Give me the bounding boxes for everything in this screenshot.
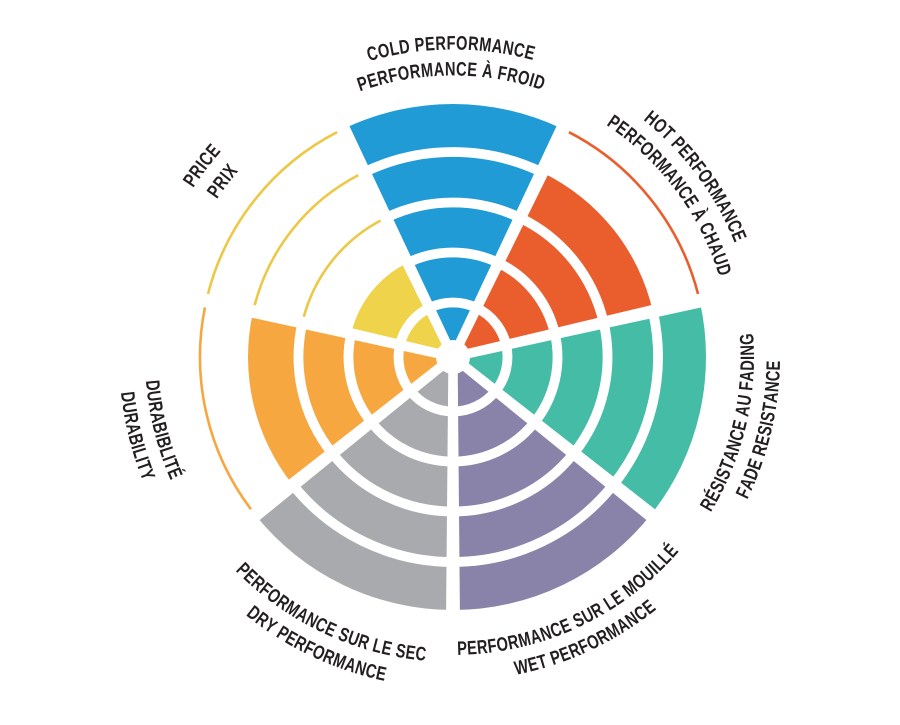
svg-text:G: G bbox=[735, 333, 758, 346]
svg-text:C: C bbox=[761, 370, 784, 382]
svg-text:O: O bbox=[456, 31, 468, 54]
svg-text:E: E bbox=[424, 32, 435, 55]
svg-text:U: U bbox=[142, 389, 166, 402]
svg-text:A: A bbox=[433, 57, 445, 80]
svg-text:N: N bbox=[445, 57, 456, 80]
svg-text:O: O bbox=[495, 632, 510, 656]
svg-text:T: T bbox=[757, 401, 781, 414]
svg-text:C: C bbox=[414, 642, 427, 666]
svg-text:D: D bbox=[736, 360, 759, 371]
svg-text:M: M bbox=[420, 58, 434, 82]
svg-text:I: I bbox=[158, 452, 181, 463]
svg-text:I: I bbox=[736, 356, 759, 360]
svg-text:N: N bbox=[501, 36, 515, 60]
svg-text:E: E bbox=[762, 360, 785, 370]
svg-text:R: R bbox=[408, 59, 422, 83]
svg-text:C: C bbox=[512, 38, 527, 62]
svg-text:R: R bbox=[506, 630, 521, 654]
svg-text:O: O bbox=[516, 65, 533, 90]
svg-text:I: I bbox=[755, 419, 778, 428]
svg-text:D: D bbox=[116, 390, 140, 403]
svg-text:À: À bbox=[481, 59, 494, 83]
svg-text:E: E bbox=[466, 636, 477, 659]
svg-text:M: M bbox=[516, 627, 533, 652]
svg-text:A: A bbox=[122, 421, 146, 436]
svg-text:R: R bbox=[476, 635, 489, 659]
svg-text:I: I bbox=[131, 454, 154, 465]
svg-text:A: A bbox=[730, 404, 754, 419]
svg-text:D: D bbox=[397, 35, 411, 59]
svg-text:F: F bbox=[486, 634, 498, 658]
svg-text:U: U bbox=[118, 401, 142, 415]
svg-text:I: I bbox=[127, 441, 150, 451]
svg-text:O: O bbox=[375, 38, 391, 63]
svg-text:E: E bbox=[467, 58, 478, 81]
svg-text:B: B bbox=[148, 420, 172, 436]
svg-text:W: W bbox=[512, 654, 531, 679]
svg-text:U: U bbox=[732, 393, 756, 407]
svg-text:F: F bbox=[496, 61, 509, 85]
svg-text:E: E bbox=[404, 640, 417, 664]
svg-text:S: S bbox=[756, 410, 780, 424]
svg-text:I: I bbox=[151, 430, 174, 440]
svg-text:F: F bbox=[734, 380, 757, 391]
svg-text:S: S bbox=[394, 639, 408, 663]
svg-text:A: A bbox=[491, 34, 505, 58]
svg-text:P: P bbox=[413, 33, 425, 57]
svg-text:R: R bbox=[144, 400, 168, 415]
svg-text:R: R bbox=[505, 63, 520, 87]
svg-text:P: P bbox=[457, 637, 467, 660]
svg-text:M: M bbox=[478, 33, 492, 57]
svg-text:A: A bbox=[735, 370, 758, 382]
svg-text:R: R bbox=[467, 32, 479, 55]
svg-text:R: R bbox=[435, 31, 447, 54]
svg-text:F: F bbox=[446, 31, 455, 54]
svg-text:E: E bbox=[374, 661, 389, 685]
svg-text:R: R bbox=[119, 411, 143, 426]
svg-text:I: I bbox=[527, 68, 537, 91]
svg-text:C: C bbox=[456, 57, 467, 80]
svg-text:A: A bbox=[759, 391, 783, 404]
svg-text:A: A bbox=[146, 410, 170, 425]
svg-text:L: L bbox=[388, 36, 401, 60]
svg-text:D: D bbox=[141, 379, 165, 392]
svg-text:O: O bbox=[396, 61, 411, 85]
svg-text:N: N bbox=[760, 380, 784, 393]
svg-text:N: N bbox=[736, 345, 759, 356]
